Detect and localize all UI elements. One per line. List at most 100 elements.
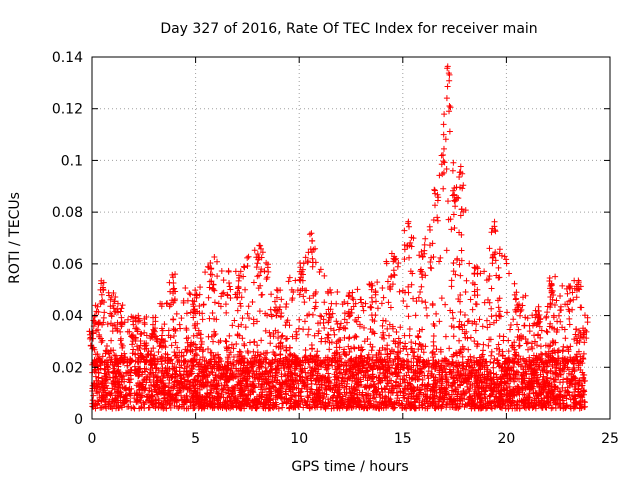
data-point (479, 379, 486, 386)
data-point (569, 368, 576, 375)
data-point (577, 359, 584, 366)
data-point (528, 365, 535, 372)
data-point (436, 258, 443, 265)
data-point (336, 353, 343, 360)
data-point (551, 376, 558, 383)
data-point (531, 332, 538, 339)
data-point (128, 332, 135, 339)
data-point (197, 284, 204, 291)
data-point (228, 385, 235, 392)
data-point (513, 391, 520, 398)
data-point (481, 299, 488, 306)
data-point (141, 329, 148, 336)
data-point (153, 365, 160, 372)
data-point (346, 349, 353, 356)
data-point (108, 337, 115, 344)
data-point (343, 405, 350, 412)
data-point (226, 283, 233, 290)
data-point (488, 229, 495, 236)
data-point (257, 358, 264, 365)
data-point (163, 300, 170, 307)
data-point (316, 375, 323, 382)
data-point (196, 403, 203, 410)
data-point (433, 310, 440, 317)
data-point (336, 370, 343, 377)
data-point (154, 338, 161, 345)
data-point (183, 310, 190, 317)
data-point (543, 369, 550, 376)
data-point (478, 398, 485, 405)
data-point (553, 297, 560, 304)
data-point (301, 318, 308, 325)
data-point (310, 292, 317, 299)
data-point (168, 342, 175, 349)
data-point (128, 333, 135, 340)
data-point (545, 353, 552, 360)
data-point (468, 369, 475, 376)
data-point (437, 396, 444, 403)
data-point (221, 370, 228, 377)
data-point (278, 384, 285, 391)
data-point (529, 312, 536, 319)
data-point (206, 284, 213, 291)
data-point (452, 271, 459, 278)
data-point (392, 365, 399, 372)
data-point (353, 380, 360, 387)
data-point (153, 333, 160, 340)
data-point (252, 405, 259, 412)
data-point (99, 353, 106, 360)
data-point (327, 380, 334, 387)
data-point (573, 294, 580, 301)
data-point (412, 405, 419, 412)
data-point (493, 394, 500, 401)
data-point (577, 393, 584, 400)
data-point (533, 352, 540, 359)
data-point (152, 318, 159, 325)
data-point (501, 379, 508, 386)
data-point (332, 398, 339, 405)
data-point (218, 268, 225, 275)
data-point (247, 403, 254, 410)
data-point (166, 380, 173, 387)
data-point (440, 185, 447, 192)
data-point (169, 391, 176, 398)
data-point (491, 381, 498, 388)
data-point (325, 399, 332, 406)
data-point (143, 356, 150, 363)
data-point (178, 375, 185, 382)
data-point (244, 310, 251, 317)
data-point (250, 320, 257, 327)
data-point (557, 403, 564, 410)
data-point (507, 390, 514, 397)
data-point (463, 277, 470, 284)
data-point (454, 400, 461, 407)
data-point (259, 249, 266, 256)
data-point (396, 355, 403, 362)
data-point (124, 362, 131, 369)
data-point (533, 377, 540, 384)
data-point (118, 305, 125, 312)
data-point (383, 404, 390, 411)
data-point (359, 365, 366, 372)
data-point (328, 339, 335, 346)
data-point (183, 368, 190, 375)
data-point (540, 389, 547, 396)
data-point (413, 393, 420, 400)
data-point (575, 389, 582, 396)
data-point (401, 332, 408, 339)
data-point (523, 358, 530, 365)
data-point (183, 335, 190, 342)
data-point (250, 279, 257, 286)
data-point (94, 362, 101, 369)
data-point (194, 308, 201, 315)
data-point (221, 363, 228, 370)
data-point (405, 313, 412, 320)
data-point (394, 392, 401, 399)
data-point (474, 341, 481, 348)
data-point (112, 325, 119, 332)
data-point (428, 265, 435, 272)
data-point (534, 392, 541, 399)
data-point (129, 341, 136, 348)
data-point (217, 399, 224, 406)
data-point (345, 396, 352, 403)
